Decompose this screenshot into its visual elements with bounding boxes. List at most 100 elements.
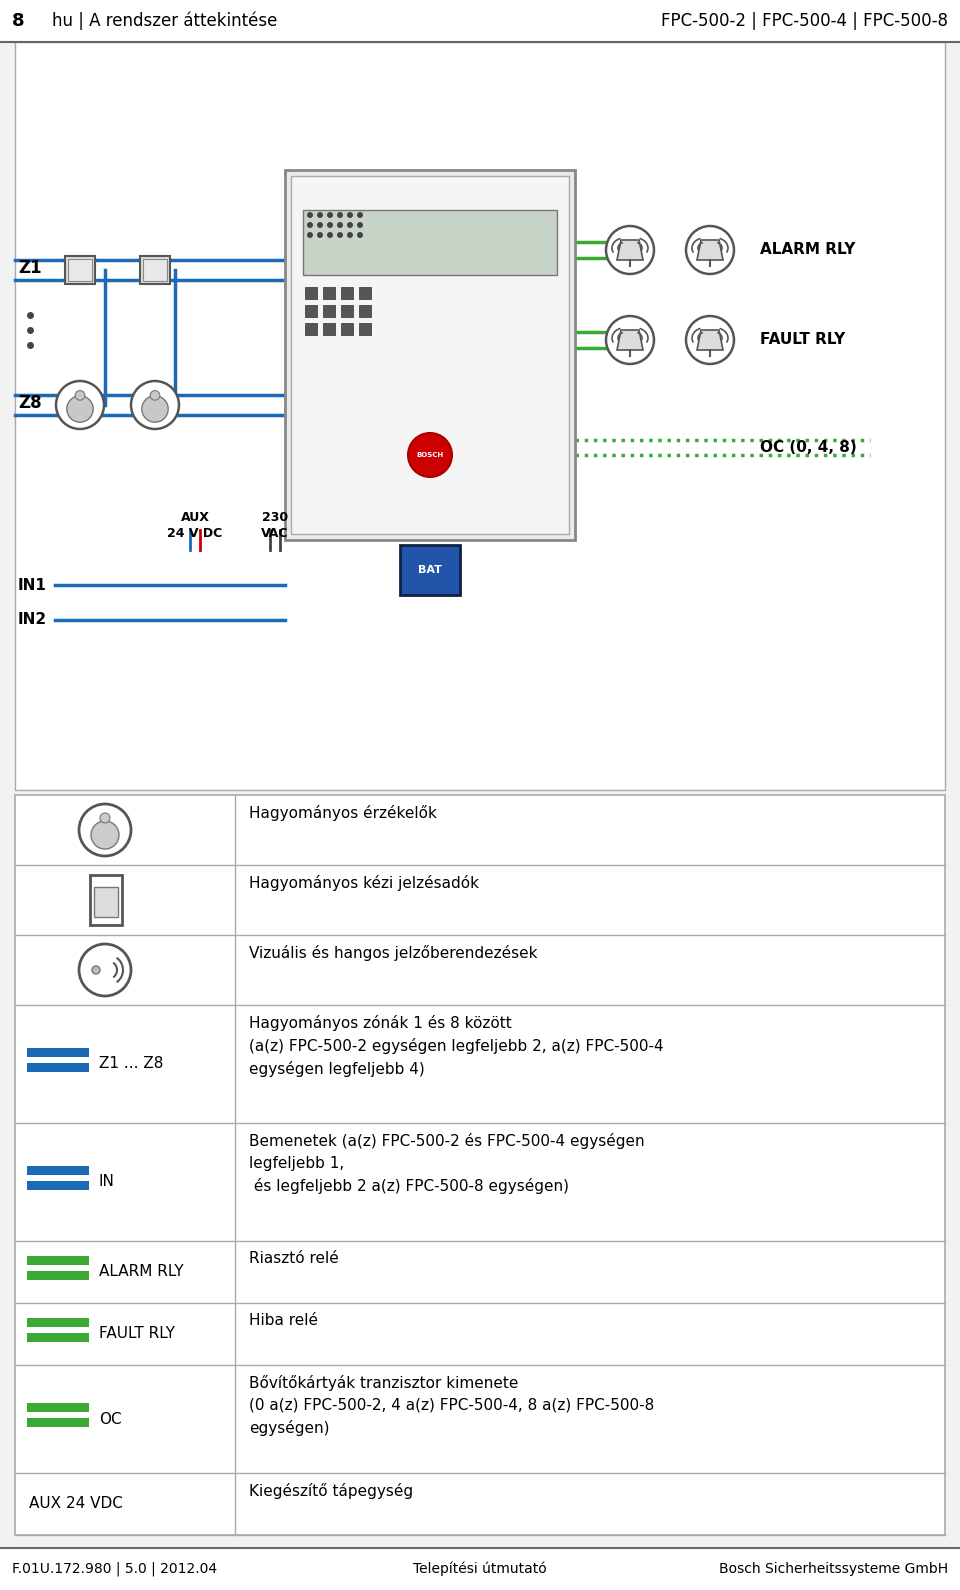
Text: Kiegészítő tápegység: Kiegészítő tápegység: [249, 1483, 413, 1499]
Text: Hagyományos kézi jelzésadók: Hagyományos kézi jelzésadók: [249, 875, 479, 890]
Bar: [341, 305, 353, 316]
Text: ALARM RLY: ALARM RLY: [760, 243, 855, 258]
Circle shape: [347, 223, 353, 227]
Circle shape: [307, 211, 313, 218]
Text: Bosch Sicherheitssysteme GmbH: Bosch Sicherheitssysteme GmbH: [719, 1561, 948, 1576]
Circle shape: [337, 223, 343, 227]
Text: Z1 ... Z8: Z1 ... Z8: [99, 1056, 163, 1072]
Circle shape: [686, 226, 734, 273]
Text: Hiba relé: Hiba relé: [249, 1313, 318, 1328]
Circle shape: [327, 211, 333, 218]
Text: ALARM RLY: ALARM RLY: [99, 1264, 183, 1280]
Circle shape: [150, 391, 159, 401]
Circle shape: [91, 820, 119, 849]
Bar: [27, 1332, 89, 1342]
Text: OC: OC: [99, 1412, 122, 1426]
Bar: [341, 323, 353, 335]
Bar: [94, 887, 118, 917]
Circle shape: [337, 211, 343, 218]
Circle shape: [357, 211, 363, 218]
Text: Riasztó relé: Riasztó relé: [249, 1251, 339, 1266]
Bar: [359, 323, 371, 335]
Circle shape: [56, 382, 104, 429]
Bar: [341, 288, 353, 299]
Text: F.01U.172.980 | 5.0 | 2012.04: F.01U.172.980 | 5.0 | 2012.04: [12, 1561, 217, 1576]
Circle shape: [347, 211, 353, 218]
Text: Z1: Z1: [18, 259, 41, 277]
Circle shape: [317, 232, 323, 238]
Circle shape: [79, 944, 131, 995]
Text: IN: IN: [99, 1175, 115, 1189]
Bar: [359, 288, 371, 299]
Text: BAT: BAT: [418, 564, 442, 576]
Text: FAULT RLY: FAULT RLY: [760, 332, 845, 348]
Bar: [27, 1318, 89, 1328]
Circle shape: [357, 232, 363, 238]
Bar: [303, 210, 557, 275]
Bar: [291, 176, 569, 534]
Text: 230
VAC: 230 VAC: [261, 510, 289, 541]
Text: AUX 24 VDC: AUX 24 VDC: [29, 1496, 123, 1512]
Circle shape: [686, 316, 734, 364]
Bar: [305, 323, 317, 335]
Bar: [285, 170, 575, 541]
Circle shape: [79, 805, 131, 855]
Text: BOSCH: BOSCH: [417, 452, 444, 458]
Text: OC (0, 4, 8): OC (0, 4, 8): [760, 439, 856, 455]
Circle shape: [317, 223, 323, 227]
Circle shape: [67, 396, 93, 423]
Bar: [27, 1165, 89, 1175]
Bar: [27, 1418, 89, 1426]
Bar: [305, 305, 317, 316]
Circle shape: [347, 232, 353, 238]
Bar: [323, 323, 335, 335]
Bar: [15, 795, 945, 1534]
Bar: [400, 545, 460, 595]
Bar: [27, 1270, 89, 1280]
Text: hu | A rendszer áttekintése: hu | A rendszer áttekintése: [52, 11, 277, 30]
Circle shape: [92, 967, 100, 975]
Bar: [15, 41, 945, 790]
Text: AUX
24 V DC: AUX 24 V DC: [167, 510, 223, 541]
Text: FPC-500-2 | FPC-500-4 | FPC-500-8: FPC-500-2 | FPC-500-4 | FPC-500-8: [661, 13, 948, 30]
Bar: [27, 1402, 89, 1412]
Circle shape: [606, 316, 654, 364]
Circle shape: [317, 211, 323, 218]
Bar: [305, 288, 317, 299]
Circle shape: [131, 382, 179, 429]
Circle shape: [337, 232, 343, 238]
Circle shape: [606, 226, 654, 273]
Bar: [27, 1064, 89, 1072]
Text: Bővítőkártyák tranzisztor kimenete
(0 a(z) FPC-500-2, 4 a(z) FPC-500-4, 8 a(z) F: Bővítőkártyák tranzisztor kimenete (0 a(…: [249, 1375, 655, 1436]
Bar: [323, 288, 335, 299]
Circle shape: [307, 232, 313, 238]
Bar: [0, 0, 960, 41]
Bar: [65, 256, 95, 285]
Circle shape: [327, 232, 333, 238]
Text: FAULT RLY: FAULT RLY: [99, 1326, 175, 1342]
Polygon shape: [617, 240, 643, 261]
Text: 8: 8: [12, 13, 25, 30]
Circle shape: [357, 223, 363, 227]
Polygon shape: [617, 331, 643, 350]
Circle shape: [100, 812, 110, 824]
Circle shape: [75, 391, 84, 401]
Bar: [323, 305, 335, 316]
Text: Hagyományos zónák 1 és 8 között
(a(z) FPC-500-2 egységen legfeljebb 2, a(z) FPC-: Hagyományos zónák 1 és 8 között (a(z) FP…: [249, 1014, 663, 1078]
Bar: [359, 305, 371, 316]
Circle shape: [307, 223, 313, 227]
Bar: [140, 256, 170, 285]
Bar: [0, 1549, 960, 1590]
Text: Telepítési útmutató: Telepítési útmutató: [413, 1561, 547, 1576]
Text: Vizuális és hangos jelzőberendezések: Vizuális és hangos jelzőberendezések: [249, 944, 538, 960]
Circle shape: [408, 432, 452, 477]
Text: IN1: IN1: [18, 577, 47, 593]
Bar: [27, 1256, 89, 1266]
Bar: [27, 1048, 89, 1057]
Text: Z8: Z8: [18, 394, 41, 412]
Text: IN2: IN2: [18, 612, 47, 628]
Circle shape: [142, 396, 168, 423]
Polygon shape: [697, 240, 723, 261]
Circle shape: [327, 223, 333, 227]
Bar: [90, 875, 122, 925]
